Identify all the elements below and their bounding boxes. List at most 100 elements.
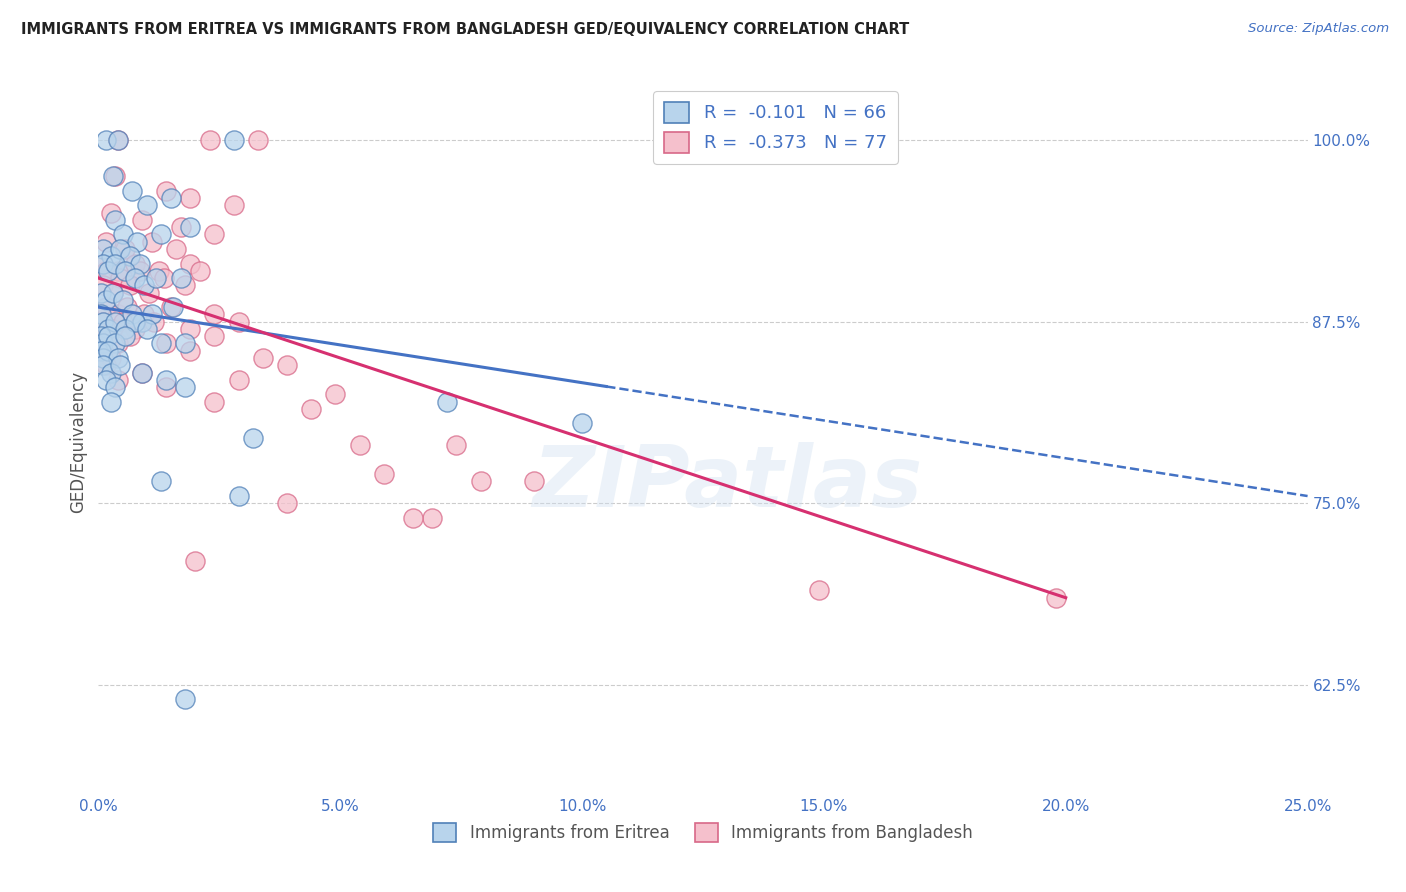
Point: [299, 401, 322, 416]
Point: [436, 394, 458, 409]
Point: [107, 133, 129, 147]
Point: [118, 329, 141, 343]
Point: [138, 285, 160, 300]
Point: [124, 315, 146, 329]
Point: [169, 271, 191, 285]
Point: [141, 235, 163, 249]
Point: [101, 285, 124, 300]
Point: [446, 438, 468, 452]
Point: [104, 169, 127, 184]
Point: [204, 227, 226, 242]
Point: [325, 387, 347, 401]
Point: [174, 278, 197, 293]
Point: [114, 322, 136, 336]
Point: [104, 315, 127, 329]
Point: [100, 249, 122, 263]
Point: [97, 264, 120, 278]
Point: [143, 315, 166, 329]
Point: [108, 358, 131, 372]
Point: [97, 343, 120, 358]
Point: [100, 351, 122, 365]
Point: [145, 271, 167, 285]
Point: [174, 336, 197, 351]
Point: [101, 285, 124, 300]
Point: [91, 242, 114, 256]
Point: [94, 300, 117, 314]
Point: [107, 373, 129, 387]
Point: [97, 329, 120, 343]
Point: [91, 315, 114, 329]
Point: [101, 169, 124, 184]
Point: [1045, 591, 1067, 605]
Point: [174, 380, 197, 394]
Point: [402, 511, 425, 525]
Point: [131, 366, 153, 380]
Point: [90, 307, 112, 321]
Point: [179, 322, 201, 336]
Point: [204, 329, 226, 343]
Point: [114, 264, 136, 278]
Point: [198, 133, 221, 147]
Point: [150, 475, 173, 489]
Point: [100, 205, 122, 219]
Point: [571, 417, 593, 431]
Point: [188, 264, 211, 278]
Point: [179, 191, 201, 205]
Point: [108, 242, 131, 256]
Point: [152, 271, 174, 285]
Point: [91, 278, 114, 293]
Point: [160, 300, 183, 314]
Point: [121, 307, 143, 321]
Text: Source: ZipAtlas.com: Source: ZipAtlas.com: [1249, 22, 1389, 36]
Point: [160, 191, 183, 205]
Point: [373, 467, 395, 482]
Point: [107, 351, 129, 365]
Point: [184, 554, 207, 568]
Point: [155, 380, 177, 394]
Point: [165, 242, 187, 256]
Point: [179, 343, 201, 358]
Point: [222, 133, 245, 147]
Point: [94, 133, 117, 147]
Point: [276, 358, 298, 372]
Point: [276, 496, 298, 510]
Point: [94, 235, 117, 249]
Point: [150, 227, 173, 242]
Point: [107, 307, 129, 321]
Point: [162, 300, 184, 314]
Point: [134, 307, 156, 321]
Point: [114, 329, 136, 343]
Point: [523, 475, 546, 489]
Point: [111, 315, 134, 329]
Point: [420, 511, 443, 525]
Point: [155, 336, 177, 351]
Point: [91, 256, 114, 270]
Point: [128, 256, 150, 270]
Text: IMMIGRANTS FROM ERITREA VS IMMIGRANTS FROM BANGLADESH GED/EQUIVALENCY CORRELATIO: IMMIGRANTS FROM ERITREA VS IMMIGRANTS FR…: [21, 22, 910, 37]
Point: [808, 583, 831, 598]
Point: [91, 256, 114, 270]
Point: [135, 198, 157, 212]
Point: [90, 343, 112, 358]
Point: [91, 358, 114, 372]
Point: [252, 351, 274, 365]
Text: ZIPatlas: ZIPatlas: [531, 442, 922, 525]
Point: [94, 358, 117, 372]
Point: [124, 322, 146, 336]
Point: [124, 271, 146, 285]
Point: [111, 227, 134, 242]
Point: [131, 213, 153, 227]
Legend: Immigrants from Eritrea, Immigrants from Bangladesh: Immigrants from Eritrea, Immigrants from…: [426, 816, 980, 849]
Point: [90, 285, 112, 300]
Point: [150, 336, 173, 351]
Point: [131, 366, 153, 380]
Point: [228, 489, 250, 503]
Point: [114, 242, 136, 256]
Point: [104, 380, 127, 394]
Point: [179, 220, 201, 235]
Point: [94, 329, 117, 343]
Point: [107, 336, 129, 351]
Point: [135, 322, 157, 336]
Point: [118, 278, 141, 293]
Point: [228, 315, 250, 329]
